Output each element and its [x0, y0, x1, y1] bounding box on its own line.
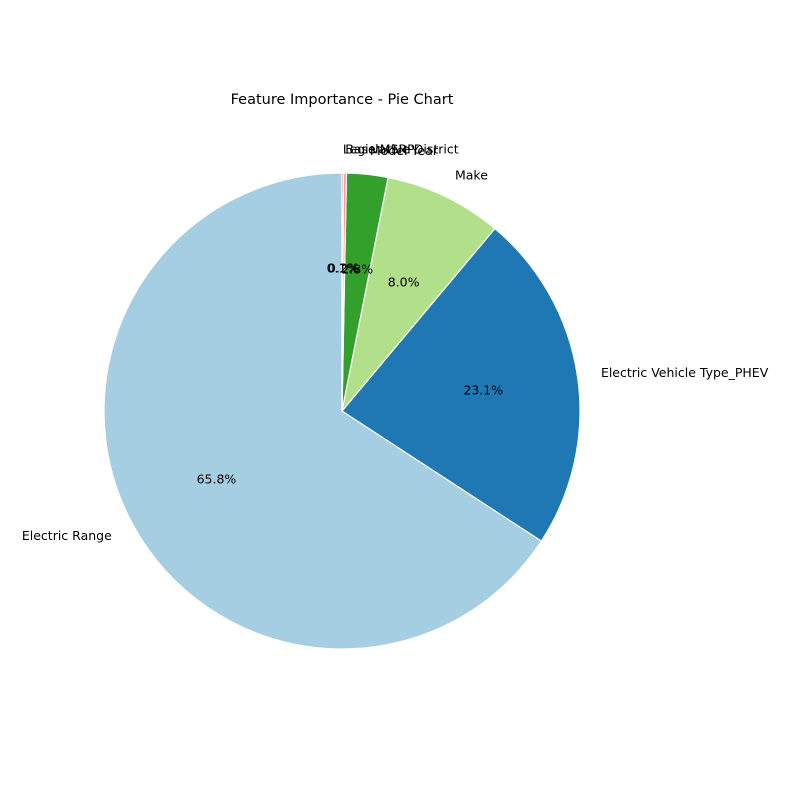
pct-label-electric-range: 65.8% — [197, 472, 237, 487]
slice-label-electric-range: Electric Range — [22, 528, 112, 543]
slice-label-make: Make — [455, 167, 488, 182]
slice-label-legislative-district: Legislative District — [343, 142, 459, 157]
slice-labels: Electric Range Electric Vehicle Type_PHEV… — [22, 142, 769, 543]
chart-title: Feature Importance - Pie Chart — [231, 92, 454, 108]
pie-slice-electric-range — [103, 172, 542, 650]
pct-label-legislative-district: 0.1% — [327, 261, 359, 276]
slice-label-model-year: Model Year — [370, 143, 439, 158]
pie-slice-make — [341, 176, 496, 412]
pie-slice-legislative-district — [341, 172, 345, 412]
slice-label-base-msrp: Base MSRP — [345, 142, 415, 157]
pct-label-electric-vehicle-type-phev: 23.1% — [463, 382, 503, 397]
pie-slice-electric-vehicle-type-phev — [341, 227, 581, 542]
percentage-labels: 65.8% 23.1% 8.0% 2.8%0.2%0.1% — [197, 261, 504, 487]
pie-slices — [103, 172, 581, 650]
pct-label-base-msrp: 0.2% — [328, 261, 360, 276]
pct-label-model-year: 2.8% — [341, 262, 373, 277]
pct-label-make: 8.0% — [388, 275, 420, 290]
slice-label-electric-vehicle-type-phev: Electric Vehicle Type_PHEV — [601, 365, 769, 380]
